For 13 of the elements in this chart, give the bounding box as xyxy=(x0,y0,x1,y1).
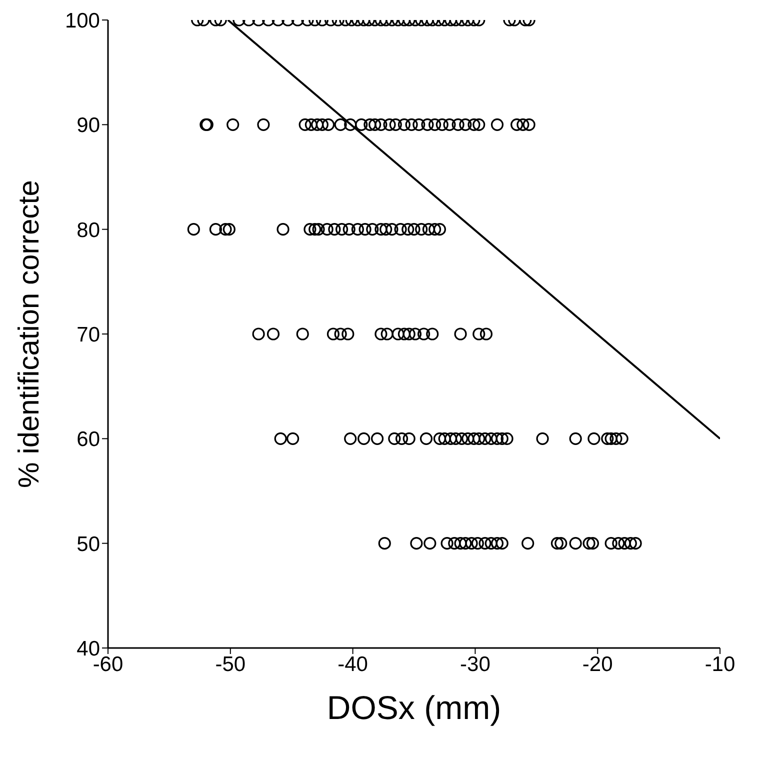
y-tick-label: 100 xyxy=(64,9,100,32)
x-tick-label: -30 xyxy=(460,652,490,676)
y-axis-title: % identification correcte xyxy=(13,180,46,488)
x-tick-label: -50 xyxy=(215,652,246,676)
x-tick-label: -10 xyxy=(704,652,736,676)
y-tick-label: 60 xyxy=(76,428,100,452)
x-axis-title: DOSx (mm) xyxy=(326,689,502,726)
x-tick-label: -20 xyxy=(582,652,613,676)
y-tick-label: 90 xyxy=(76,114,100,138)
y-tick-label: 70 xyxy=(76,323,100,346)
y-tick-label: 80 xyxy=(76,218,100,242)
x-tick-label: -40 xyxy=(338,652,368,676)
y-tick-label: 50 xyxy=(76,532,100,556)
